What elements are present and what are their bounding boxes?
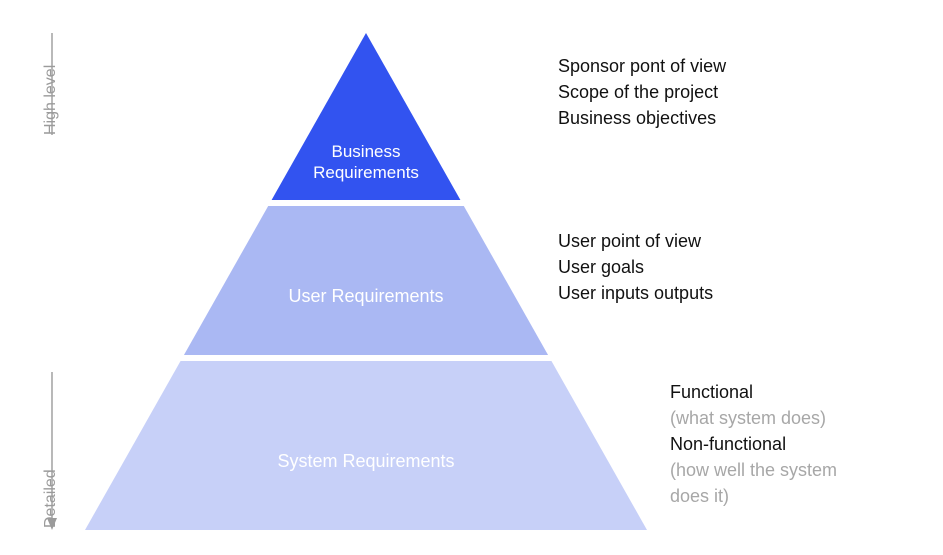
description-line: (what system does) — [670, 405, 837, 431]
description-line: Non-functional — [670, 431, 837, 457]
description-line: Functional — [670, 379, 837, 405]
description-line: User inputs outputs — [558, 280, 713, 306]
description-line: Business objectives — [558, 105, 726, 131]
tier-label-business: BusinessRequirements — [313, 141, 419, 184]
description-line: User goals — [558, 254, 713, 280]
description-system: Functional(what system does)Non-function… — [670, 379, 837, 509]
description-line: Sponsor pont of view — [558, 53, 726, 79]
tier-label-system: System Requirements — [277, 450, 454, 473]
pyramid-tier-user — [184, 206, 548, 355]
description-business: Sponsor pont of viewScope of the project… — [558, 53, 726, 131]
diagram-stage: High level Detailed BusinessRequirements… — [0, 0, 943, 555]
description-line: does it) — [670, 483, 837, 509]
description-line: User point of view — [558, 228, 713, 254]
description-user: User point of viewUser goalsUser inputs … — [558, 228, 713, 306]
description-line: (how well the system — [670, 457, 837, 483]
pyramid-tier-system — [85, 361, 647, 530]
description-line: Scope of the project — [558, 79, 726, 105]
tier-label-user: User Requirements — [288, 285, 443, 308]
